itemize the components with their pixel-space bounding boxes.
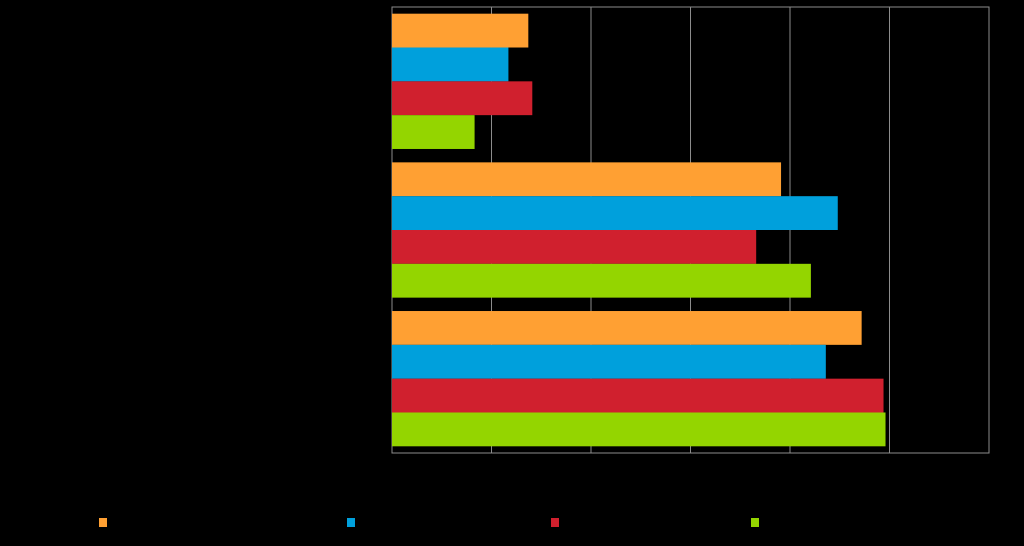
bar — [392, 412, 886, 447]
legend-swatch — [751, 518, 759, 527]
bar — [392, 13, 529, 48]
bar — [392, 81, 533, 116]
bar — [392, 378, 884, 413]
bar — [392, 230, 757, 264]
bar — [392, 162, 782, 197]
bar — [392, 47, 509, 82]
legend-swatch — [99, 518, 107, 527]
legend-swatch — [347, 518, 355, 527]
bar — [392, 263, 811, 298]
legend-swatch — [551, 518, 559, 527]
bar — [392, 115, 475, 149]
bar — [392, 344, 826, 379]
bar — [392, 311, 862, 345]
bar — [392, 196, 838, 230]
